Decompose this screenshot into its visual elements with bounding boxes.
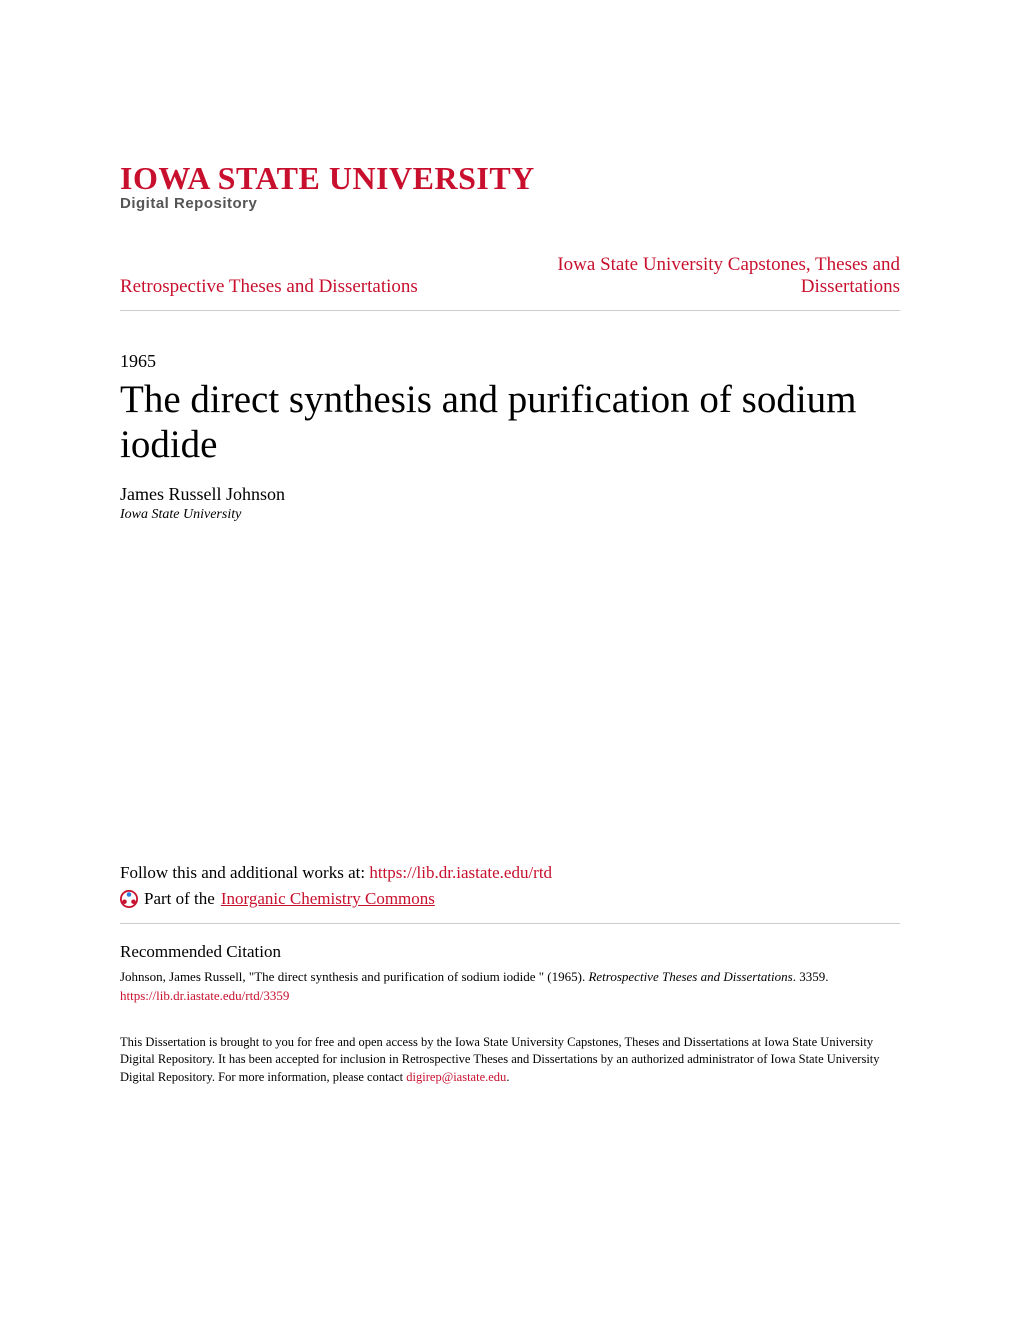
- contact-email-link[interactable]: digirep@iastate.edu: [406, 1070, 506, 1084]
- institution-logo: IOWA STATE UNIVERSITY Digital Repository: [120, 160, 900, 212]
- follow-prefix: Follow this and additional works at:: [120, 863, 369, 882]
- part-of-section: Part of the Inorganic Chemistry Commons: [120, 889, 900, 924]
- citation-post: . 3359.: [793, 969, 829, 984]
- commons-link[interactable]: Inorganic Chemistry Commons: [221, 889, 435, 909]
- university-name: IOWA STATE UNIVERSITY: [120, 160, 900, 197]
- author-name: James Russell Johnson: [120, 484, 900, 505]
- disclaimer-text: This Dissertation is brought to you for …: [120, 1034, 900, 1087]
- spacer: [120, 523, 900, 863]
- author-affiliation: Iowa State University: [120, 507, 900, 523]
- citation-link[interactable]: https://lib.dr.iastate.edu/rtd/3359: [120, 988, 900, 1004]
- follow-link[interactable]: https://lib.dr.iastate.edu/rtd: [369, 863, 552, 882]
- follow-works-section: Follow this and additional works at: htt…: [120, 863, 900, 883]
- publication-year: 1965: [120, 351, 900, 372]
- partof-prefix: Part of the: [144, 889, 215, 909]
- network-icon: [120, 890, 138, 908]
- repository-label: Digital Repository: [120, 195, 900, 212]
- breadcrumb-nav: Retrospective Theses and Dissertations I…: [120, 242, 900, 311]
- citation-text: Johnson, James Russell, "The direct synt…: [120, 968, 900, 986]
- citation-series: Retrospective Theses and Dissertations: [588, 969, 792, 984]
- citation-heading: Recommended Citation: [120, 942, 900, 962]
- collection-link-right[interactable]: Iowa State University Capstones, Theses …: [520, 254, 900, 298]
- disclaimer-post: .: [506, 1070, 509, 1084]
- page-title: The direct synthesis and purification of…: [120, 378, 900, 468]
- collection-link-left[interactable]: Retrospective Theses and Dissertations: [120, 276, 418, 298]
- citation-pre: Johnson, James Russell, "The direct synt…: [120, 969, 588, 984]
